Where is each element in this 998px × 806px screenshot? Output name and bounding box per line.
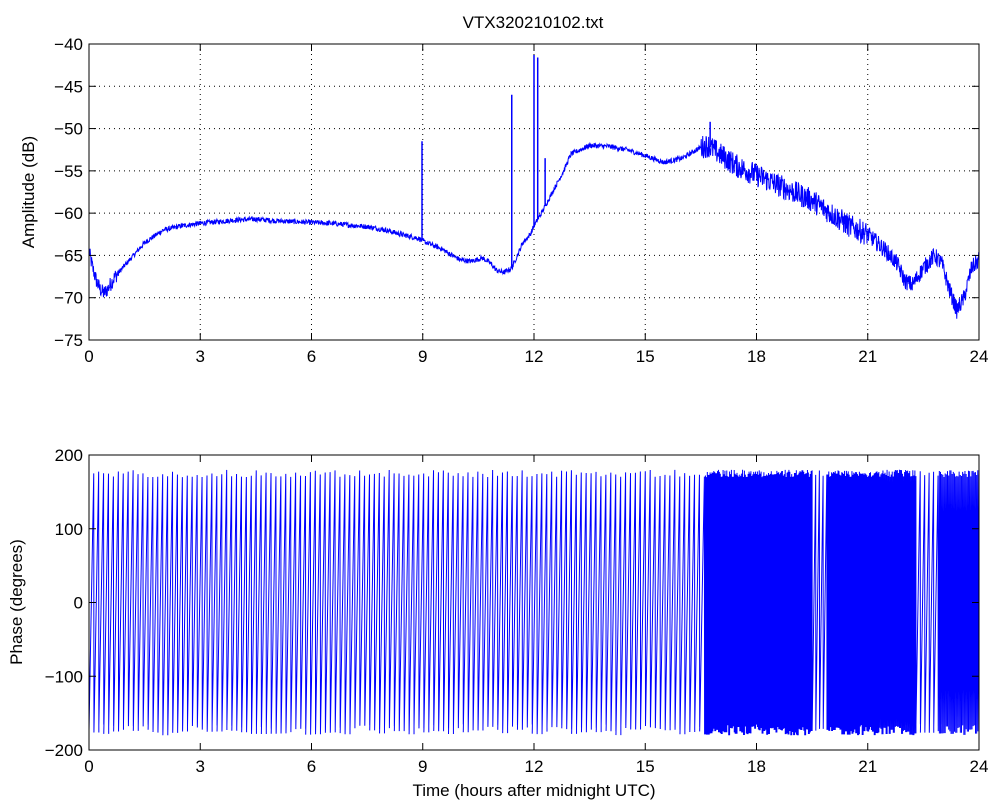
amplitude-series (88, 54, 980, 319)
amplitude-y-tick-label: −65 (54, 246, 83, 265)
amplitude-y-axis-label: Amplitude (dB) (19, 136, 38, 248)
phase-y-tick-label: 0 (74, 594, 83, 613)
phase-y-tick-label: −100 (45, 667, 83, 686)
phase-y-tick-label: −200 (45, 741, 83, 760)
amplitude-y-tick-label: −40 (54, 35, 83, 54)
amplitude-x-tick-label: 12 (525, 347, 544, 366)
phase-x-tick-label: 24 (970, 757, 989, 776)
phase-x-tick-label: 0 (84, 757, 93, 776)
amplitude-x-tick-label: 0 (84, 347, 93, 366)
amplitude-plot-frame (88, 43, 980, 341)
phase-y-tick-label: 100 (55, 520, 83, 539)
phase-x-axis-label: Time (hours after midnight UTC) (412, 781, 655, 800)
phase-x-tick-label: 6 (307, 757, 316, 776)
chart-title: VTX320210102.txt (463, 13, 604, 32)
amplitude-y-tick-label: −75 (54, 331, 83, 350)
phase-plot-frame (88, 454, 980, 751)
amplitude-y-tick-label: −60 (54, 204, 83, 223)
amplitude-x-tick-label: 24 (970, 347, 989, 366)
amplitude-x-tick-label: 3 (196, 347, 205, 366)
amplitude-x-tick-label: 18 (747, 347, 766, 366)
amplitude-x-tick-label: 6 (307, 347, 316, 366)
amplitude-y-tick-label: −70 (54, 289, 83, 308)
phase-x-tick-label: 12 (525, 757, 544, 776)
phase-series (88, 469, 980, 736)
amplitude-x-tick-label: 9 (418, 347, 427, 366)
phase-y-axis-label: Phase (degrees) (7, 539, 26, 665)
phase-x-tick-label: 21 (858, 757, 877, 776)
phase-ticks: 0 3 6 9 12 15 18 21 24 −200 −100 0 100 200 (45, 446, 989, 776)
phase-x-tick-label: 18 (747, 757, 766, 776)
amplitude-y-tick-label: −50 (54, 120, 83, 139)
phase-y-tick-label: 200 (55, 446, 83, 465)
phase-plot: 0 3 6 9 12 15 18 21 24 −200 −100 0 100 200 Phase (deg… (7, 446, 988, 800)
phase-series-line (88, 469, 980, 736)
amplitude-ticks: 0 3 6 9 12 15 18 21 24 −75 −70 −65 −60 −55 −50 −45 −40 (54, 35, 988, 366)
amplitude-x-tick-label: 21 (858, 347, 877, 366)
amplitude-y-tick-label: −55 (54, 162, 83, 181)
amplitude-x-tick-label: 15 (636, 347, 655, 366)
phase-x-tick-label: 3 (196, 757, 205, 776)
phase-x-tick-label: 15 (636, 757, 655, 776)
phase-x-tick-label: 9 (418, 757, 427, 776)
amplitude-plot: 0 3 6 9 12 15 18 21 24 −75 −70 −65 −60 −55 −50 −45 −40 A… (19, 35, 988, 366)
amplitude-y-tick-label: −45 (54, 77, 83, 96)
